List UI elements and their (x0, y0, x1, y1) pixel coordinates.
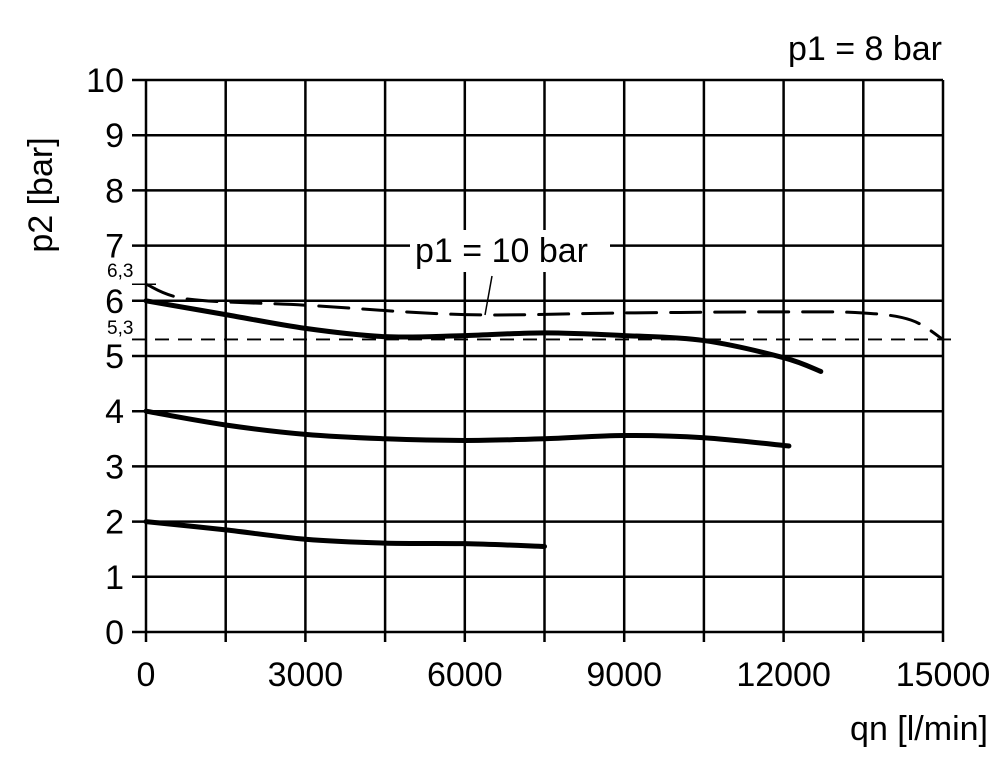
series-group (132, 282, 951, 549)
annotation-p1-8: p1 = 8 bar (788, 30, 942, 68)
y-tick-label: 10 (86, 62, 124, 100)
y-tick-label: 4 (105, 393, 124, 431)
y-tick-label: 6 (105, 283, 124, 321)
ref-label-6-3: 6,3 (107, 261, 133, 282)
y-tick-label: 2 (105, 504, 124, 542)
series-line-2 (143, 408, 792, 449)
y-tick-label: 9 (105, 117, 124, 155)
y-tick-label: 1 (105, 559, 124, 597)
y-ticks: 0 1 2 3 4 5 6 7 8 9 10 (86, 62, 124, 652)
series-line-3 (143, 298, 824, 374)
x-tick-label: 6000 (427, 656, 503, 694)
annotation-p1-10-bg (410, 230, 610, 272)
annotation-p1-10: p1 = 10 bar (415, 232, 588, 270)
x-tick-label: 15000 (896, 656, 991, 694)
x-tick-label: 0 (137, 656, 156, 694)
x-tick-label: 9000 (586, 656, 662, 694)
x-tick-label: 3000 (268, 656, 344, 694)
ref-label-5-3: 5,3 (107, 318, 133, 339)
y-axis-label: p2 [bar] (22, 137, 60, 252)
x-tick-label: 12000 (736, 656, 831, 694)
y-tick-label: 5 (105, 338, 124, 376)
y-tick-label: 0 (105, 614, 124, 652)
series-line-p1-10-bar (144, 282, 945, 341)
x-ticks: 0 3000 6000 9000 12000 15000 (137, 656, 991, 694)
series-line-1 (143, 519, 547, 549)
grid (132, 78, 945, 642)
y-tick-label: 7 (105, 228, 124, 266)
annotation-leader-line (484, 275, 493, 316)
y-tick-label: 8 (105, 172, 124, 210)
y-tick-label: 3 (105, 448, 124, 486)
x-axis-label: qn [l/min] (850, 710, 988, 748)
ref-label-bg (100, 258, 142, 280)
